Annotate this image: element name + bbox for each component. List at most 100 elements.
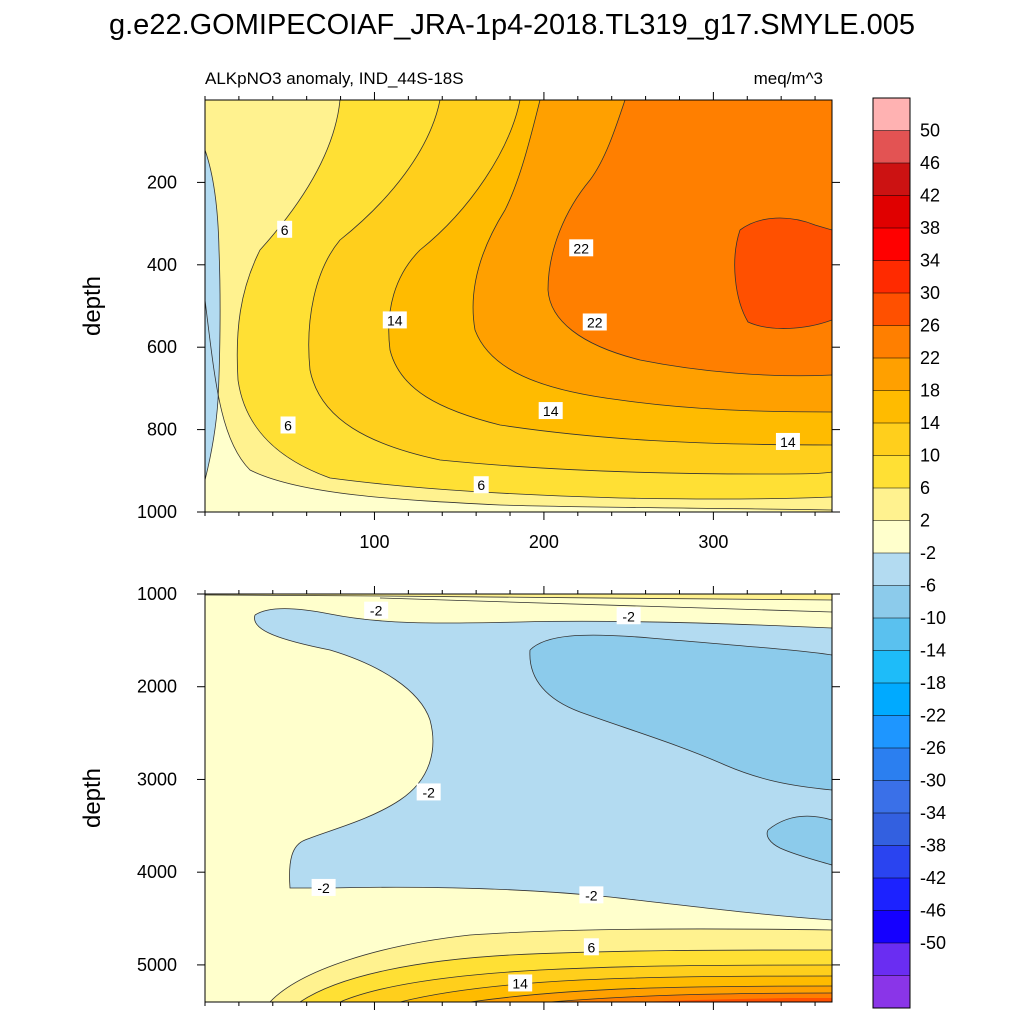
colorbar-swatch xyxy=(873,748,910,781)
contour-label-box xyxy=(579,886,604,904)
contour-label: 6 xyxy=(473,476,489,494)
contour-label-text: 22 xyxy=(587,314,603,330)
top-plot-frame xyxy=(204,99,833,513)
bottom-axis-ticks: 1000 2000 3000 4000 5000 xyxy=(137,584,840,1010)
figure-title: g.e22.GOMIPECOIAF_JRA-1p4-2018.TL319_g17… xyxy=(109,9,915,41)
contour-label-text: 14 xyxy=(780,434,796,450)
colorbar-label: -38 xyxy=(920,836,946,856)
colorbar-label: -6 xyxy=(920,576,936,596)
contour-label-text: 14 xyxy=(543,403,559,419)
colorbar: 50 46 42 38 34 30 26 22 18 14 10 6 2 -2 -6 -10 -14 -18 -22… xyxy=(872,97,946,1009)
colorbar-label: -34 xyxy=(920,803,946,823)
colorbar-swatch xyxy=(873,618,910,651)
colorbar-label: -14 xyxy=(920,641,946,661)
colorbar-label: -50 xyxy=(920,933,946,953)
top-axis-ticks: 100 200 300 200 400 600 800 1000 xyxy=(137,92,840,552)
colorbar-label: -18 xyxy=(920,673,946,693)
colorbar-swatch xyxy=(873,163,910,196)
y-tick-label: 200 xyxy=(147,172,177,192)
contour-label-text: -2 xyxy=(622,608,635,624)
colorbar-label: 22 xyxy=(920,348,940,368)
contour-label-box xyxy=(416,783,441,801)
colorbar-swatch xyxy=(873,813,910,846)
contour-label-text: 14 xyxy=(387,312,403,328)
colorbar-swatch xyxy=(873,228,910,261)
colorbar-swatch xyxy=(873,488,910,521)
contour-label-text: -2 xyxy=(317,880,330,896)
colorbar-swatch xyxy=(873,260,910,294)
x-tick-label: 100 xyxy=(359,532,389,552)
colorbar-swatch xyxy=(873,455,910,489)
colorbar-label: 18 xyxy=(920,381,940,401)
colorbar-label: -46 xyxy=(920,901,946,921)
colorbar-label: -42 xyxy=(920,868,946,888)
y-tick-label: 3000 xyxy=(137,769,177,789)
contour-label-text: 6 xyxy=(284,417,292,433)
top-y-axis-label: depth xyxy=(79,276,106,336)
y-tick-label: 1000 xyxy=(137,502,177,522)
colorbar-label: 30 xyxy=(920,283,940,303)
contour-label: -2 xyxy=(416,783,441,801)
contour-label: 22 xyxy=(569,239,594,257)
colorbar-swatch xyxy=(873,98,910,131)
colorbar-swatch xyxy=(873,878,910,911)
top-panel: ALKpNO3 anomaly, IND_44S-18S meq/m^3 xyxy=(79,69,840,552)
contour-label-text: 14 xyxy=(512,975,528,991)
y-tick-label: 4000 xyxy=(137,862,177,882)
contour-label-box xyxy=(311,878,336,896)
contour-label: -2 xyxy=(616,607,641,625)
colorbar-label: -22 xyxy=(920,706,946,726)
contour-label: -2 xyxy=(579,886,604,904)
colorbar-label: 34 xyxy=(920,251,940,271)
contour-label: 14 xyxy=(382,311,407,329)
colorbar-swatch xyxy=(873,293,910,326)
colorbar-swatch xyxy=(873,585,910,619)
contour-label-text: -2 xyxy=(585,887,598,903)
bottom-contour-field xyxy=(205,594,832,1002)
bottom-contour-labels: -2 -2 -2 -2 -2 6 14 xyxy=(311,601,641,992)
colorbar-swatch xyxy=(873,520,910,554)
contour-label: 6 xyxy=(277,220,293,238)
colorbar-swatch xyxy=(873,780,910,814)
top-panel-units: meq/m^3 xyxy=(754,69,823,88)
contour-label-box xyxy=(364,601,389,619)
colorbar-label: 2 xyxy=(920,511,930,531)
y-tick-label: 600 xyxy=(147,337,177,357)
contour-label: 6 xyxy=(583,938,599,956)
colorbar-swatch xyxy=(873,943,910,976)
colorbar-swatch xyxy=(873,195,910,229)
contour-label-text: 6 xyxy=(587,939,595,955)
contour-label-text: -2 xyxy=(370,603,383,619)
contour-label: -2 xyxy=(311,878,336,896)
contour-label-box xyxy=(508,974,533,992)
y-tick-label: 400 xyxy=(147,255,177,275)
colorbar-swatch xyxy=(873,130,910,164)
y-tick-label: 5000 xyxy=(137,955,177,975)
contour-label-box xyxy=(473,476,489,494)
colorbar-label: 50 xyxy=(920,121,940,141)
colorbar-label: 42 xyxy=(920,186,940,206)
contour-label-text: 22 xyxy=(573,240,589,256)
colorbar-label: 14 xyxy=(920,413,940,433)
colorbar-label: 26 xyxy=(920,316,940,336)
colorbar-swatch xyxy=(873,650,910,684)
colorbar-swatch xyxy=(873,358,910,391)
colorbar-label: -30 xyxy=(920,771,946,791)
y-tick-label: 800 xyxy=(147,420,177,440)
colorbar-swatch xyxy=(873,390,910,424)
contour-label: -2 xyxy=(364,601,389,619)
contour-label-text: 6 xyxy=(477,477,485,493)
contour-label-box xyxy=(616,607,641,625)
colorbar-label: 10 xyxy=(920,446,940,466)
y-tick-label: 1000 xyxy=(137,584,177,604)
contour-label: 22 xyxy=(582,313,607,331)
colorbar-swatch xyxy=(873,715,910,749)
colorbar-label: 46 xyxy=(920,153,940,173)
bottom-panel: depth 1000 2000 3000 4000 5000 -2 -2 -2 -2 -2 6 14 xyxy=(79,584,840,1010)
colorbar-label: -26 xyxy=(920,738,946,758)
top-contour-labels: 6 14 22 22 6 14 14 6 xyxy=(277,220,800,494)
contour-label-box xyxy=(583,938,599,956)
colorbar-swatch xyxy=(873,910,910,944)
contour-label: 14 xyxy=(538,402,563,420)
